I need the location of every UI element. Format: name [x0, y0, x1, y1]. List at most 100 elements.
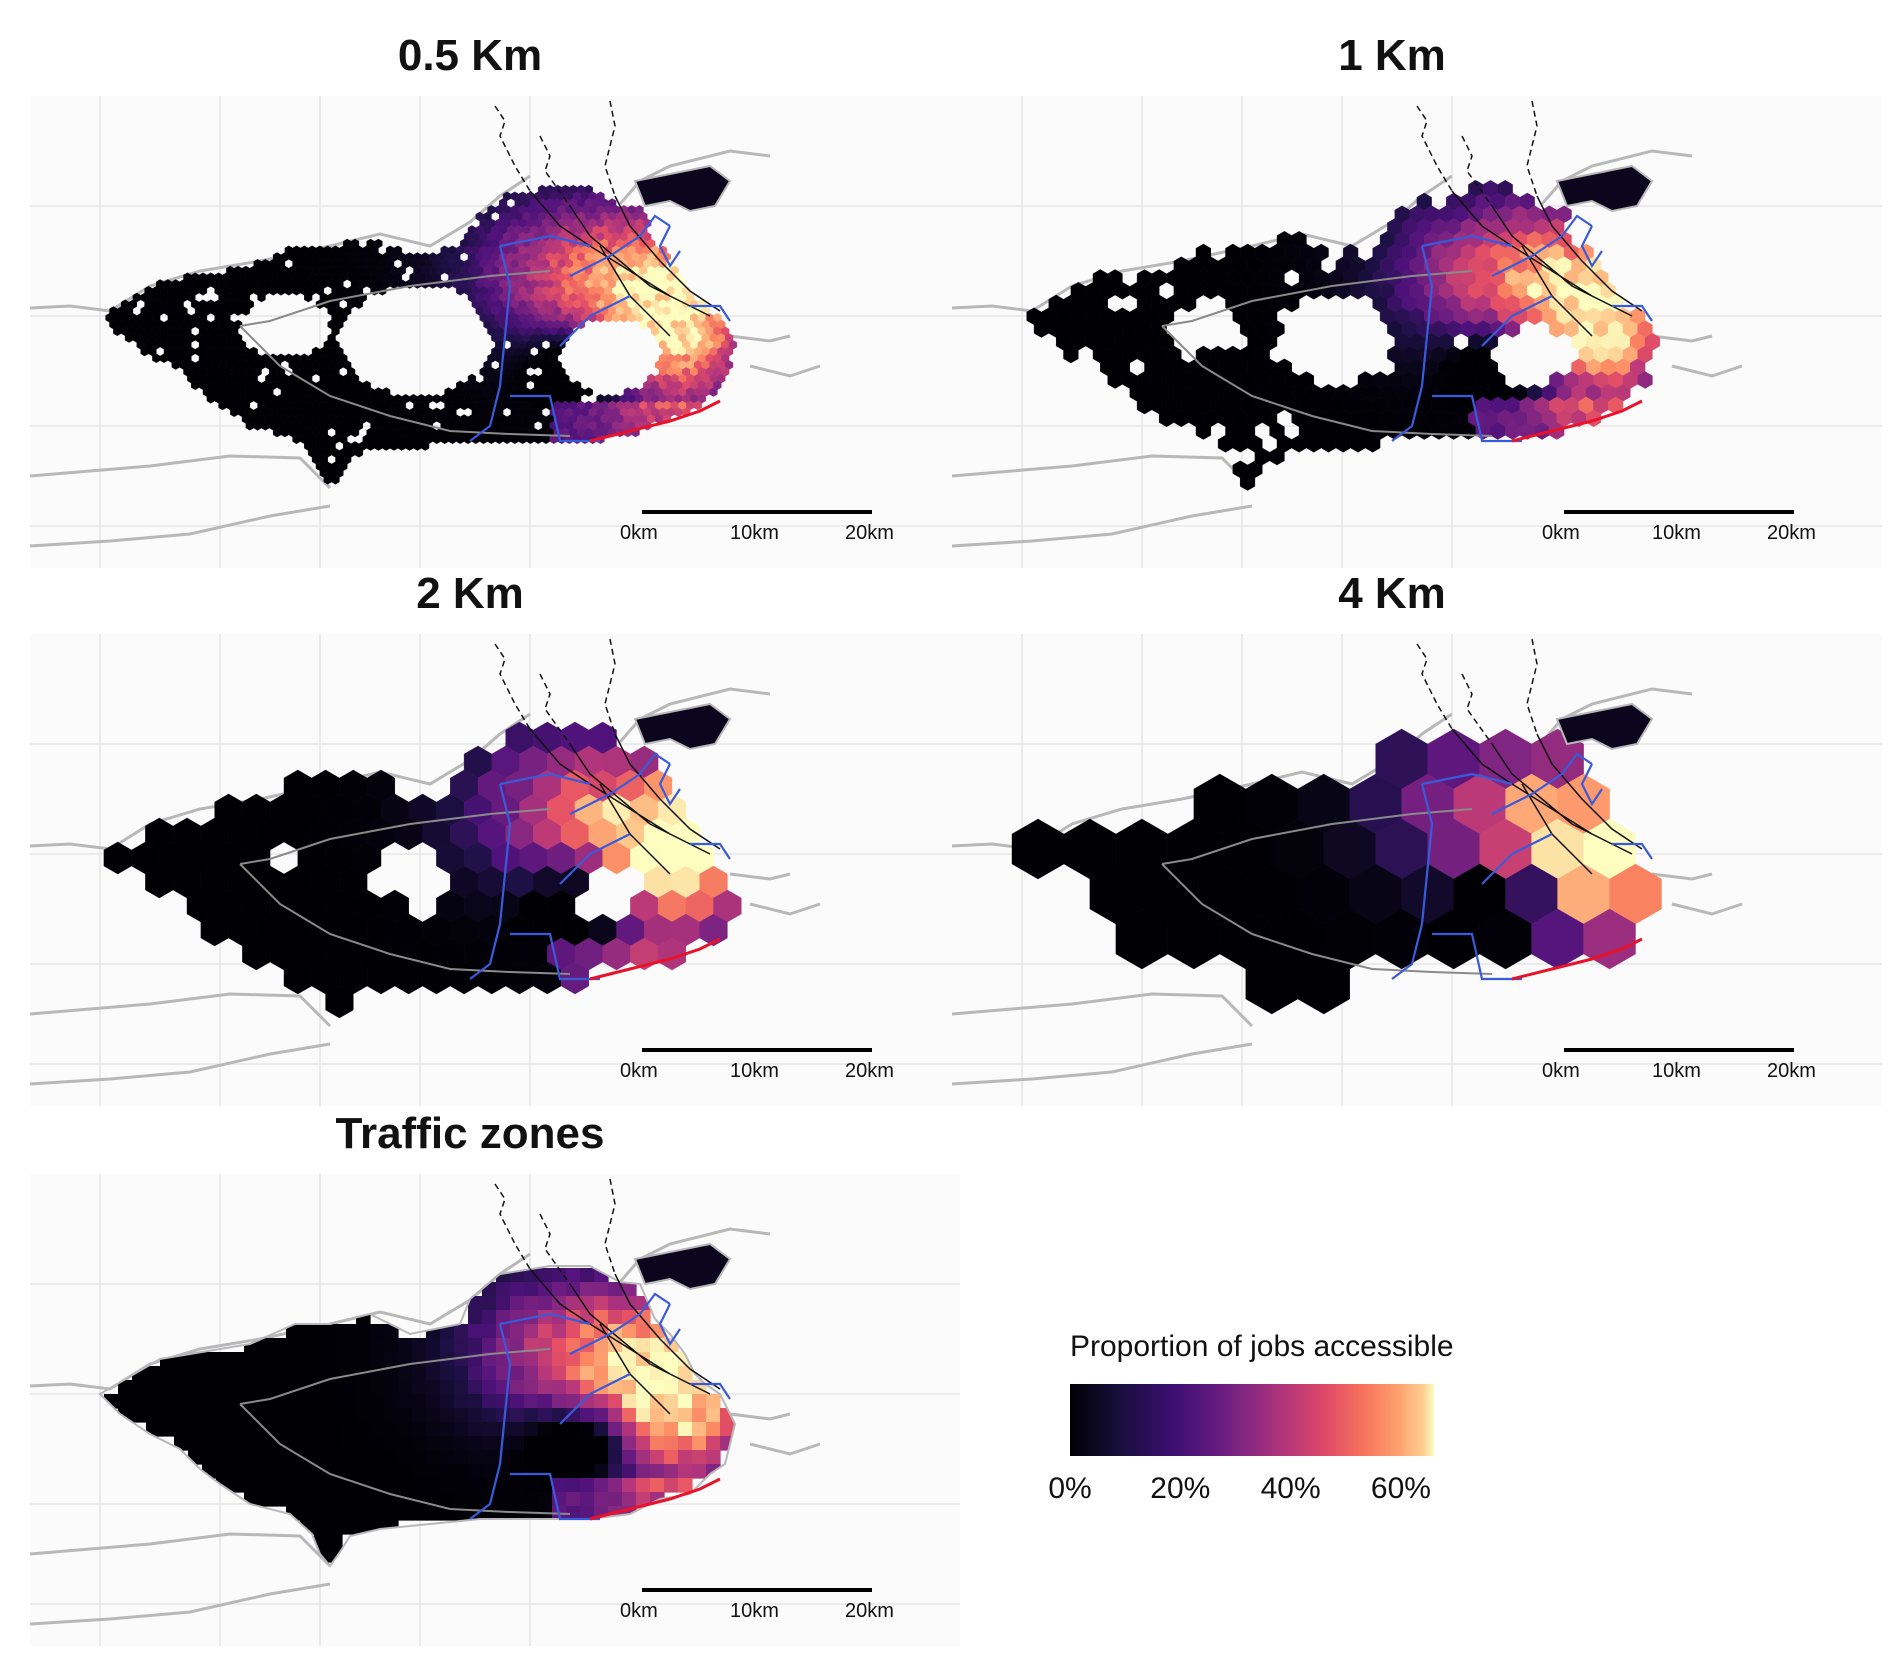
zone-cell [636, 1366, 651, 1381]
zone-cell [118, 1394, 133, 1409]
zone-cell [510, 1408, 525, 1423]
zone-cell [482, 1422, 497, 1437]
zone-cell [300, 1408, 315, 1423]
zone-cell [132, 1394, 147, 1409]
zone-cell [524, 1380, 539, 1395]
zone-cell [132, 1380, 147, 1395]
zone-cell [300, 1324, 315, 1339]
zone-cell [384, 1422, 399, 1437]
zone-cell [468, 1366, 483, 1381]
zone-cell [622, 1380, 637, 1395]
zone-cell [244, 1366, 259, 1381]
zone-cell [538, 1352, 553, 1367]
zone-cell [146, 1366, 161, 1381]
zone-cell [230, 1436, 245, 1451]
zone-cell [552, 1464, 567, 1479]
zone-cell [440, 1408, 455, 1423]
zone-cell [510, 1380, 525, 1395]
zone-cell [552, 1394, 567, 1409]
zone-cell [524, 1408, 539, 1423]
zone-cell [482, 1296, 497, 1311]
zone-cell [636, 1394, 651, 1409]
zone-cell [342, 1520, 357, 1535]
zone-cell [342, 1408, 357, 1423]
map-panel-4km: 4 Km 0km 10km 20km [922, 566, 1862, 1106]
scale-label-20: 20km [1767, 1060, 1816, 1083]
zone-cell [594, 1296, 609, 1311]
zone-cell [258, 1352, 273, 1367]
zone-cell [426, 1380, 441, 1395]
zone-cell [230, 1422, 245, 1437]
zone-cell [482, 1436, 497, 1451]
zone-cell [398, 1506, 413, 1521]
map-panel-2km: 2 Km 0km 10km 20km [0, 566, 940, 1106]
zone-cell [636, 1478, 651, 1493]
zone-cell [538, 1366, 553, 1381]
zone-cell [510, 1352, 525, 1367]
zone-cell [664, 1352, 679, 1367]
zone-cell [314, 1338, 329, 1353]
zone-cell [426, 1338, 441, 1353]
zone-cell [538, 1282, 553, 1297]
zone-cell [454, 1324, 469, 1339]
zone-cell [412, 1338, 427, 1353]
zone-cell [454, 1436, 469, 1451]
zone-cell [454, 1394, 469, 1409]
zone-cell [608, 1394, 623, 1409]
zone-cell [510, 1394, 525, 1409]
zone-cell [370, 1492, 385, 1507]
scale-label-10: 10km [730, 1600, 779, 1623]
zone-cell [258, 1408, 273, 1423]
zone-cell [244, 1478, 259, 1493]
zone-cell [524, 1436, 539, 1451]
scale-label-20: 20km [845, 522, 894, 545]
zone-cell [230, 1450, 245, 1465]
zone-cell [370, 1422, 385, 1437]
zone-cell [650, 1478, 665, 1493]
zone-cell [300, 1478, 315, 1493]
zone-cell [622, 1422, 637, 1437]
zone-cell [580, 1268, 595, 1283]
zone-cell [510, 1450, 525, 1465]
legend-colorbar [1070, 1384, 1434, 1456]
zone-cell [678, 1436, 693, 1451]
map-panel-traffic-zones: Traffic zones 0km 10km 20km [0, 1106, 940, 1646]
zone-cell [454, 1506, 469, 1521]
zone-cell [398, 1436, 413, 1451]
zone-cell [622, 1450, 637, 1465]
zone-cell [328, 1520, 343, 1535]
zone-cell [538, 1380, 553, 1395]
zone-cell [412, 1408, 427, 1423]
zone-cell [678, 1422, 693, 1437]
zone-cell [608, 1492, 623, 1507]
zone-cell [566, 1268, 581, 1283]
accessibility-map [30, 634, 960, 1106]
zone-cell [482, 1366, 497, 1381]
zone-cell [496, 1478, 511, 1493]
zone-cell [468, 1464, 483, 1479]
scale-bar: 0km 10km 20km [620, 1588, 900, 1634]
zone-cell [454, 1422, 469, 1437]
zone-cell [370, 1394, 385, 1409]
zone-cell [440, 1380, 455, 1395]
legend-title: Proportion of jobs accessible [1070, 1330, 1454, 1364]
zone-cell [370, 1506, 385, 1521]
zone-cell [566, 1352, 581, 1367]
zone-cell [552, 1380, 567, 1395]
zone-cell [216, 1464, 231, 1479]
zone-cell [580, 1408, 595, 1423]
zone-cell [370, 1352, 385, 1367]
scale-label-20: 20km [1767, 522, 1816, 545]
scale-label-0: 0km [620, 522, 658, 545]
zone-cell [664, 1394, 679, 1409]
zone-cell [384, 1380, 399, 1395]
zone-cell [454, 1380, 469, 1395]
zone-cell [202, 1366, 217, 1381]
zone-cell [384, 1478, 399, 1493]
scale-bar: 0km 10km 20km [1542, 510, 1822, 556]
zone-cell [524, 1492, 539, 1507]
zone-cell [286, 1408, 301, 1423]
zone-cell [314, 1352, 329, 1367]
zone-cell [510, 1324, 525, 1339]
zone-cell [202, 1380, 217, 1395]
